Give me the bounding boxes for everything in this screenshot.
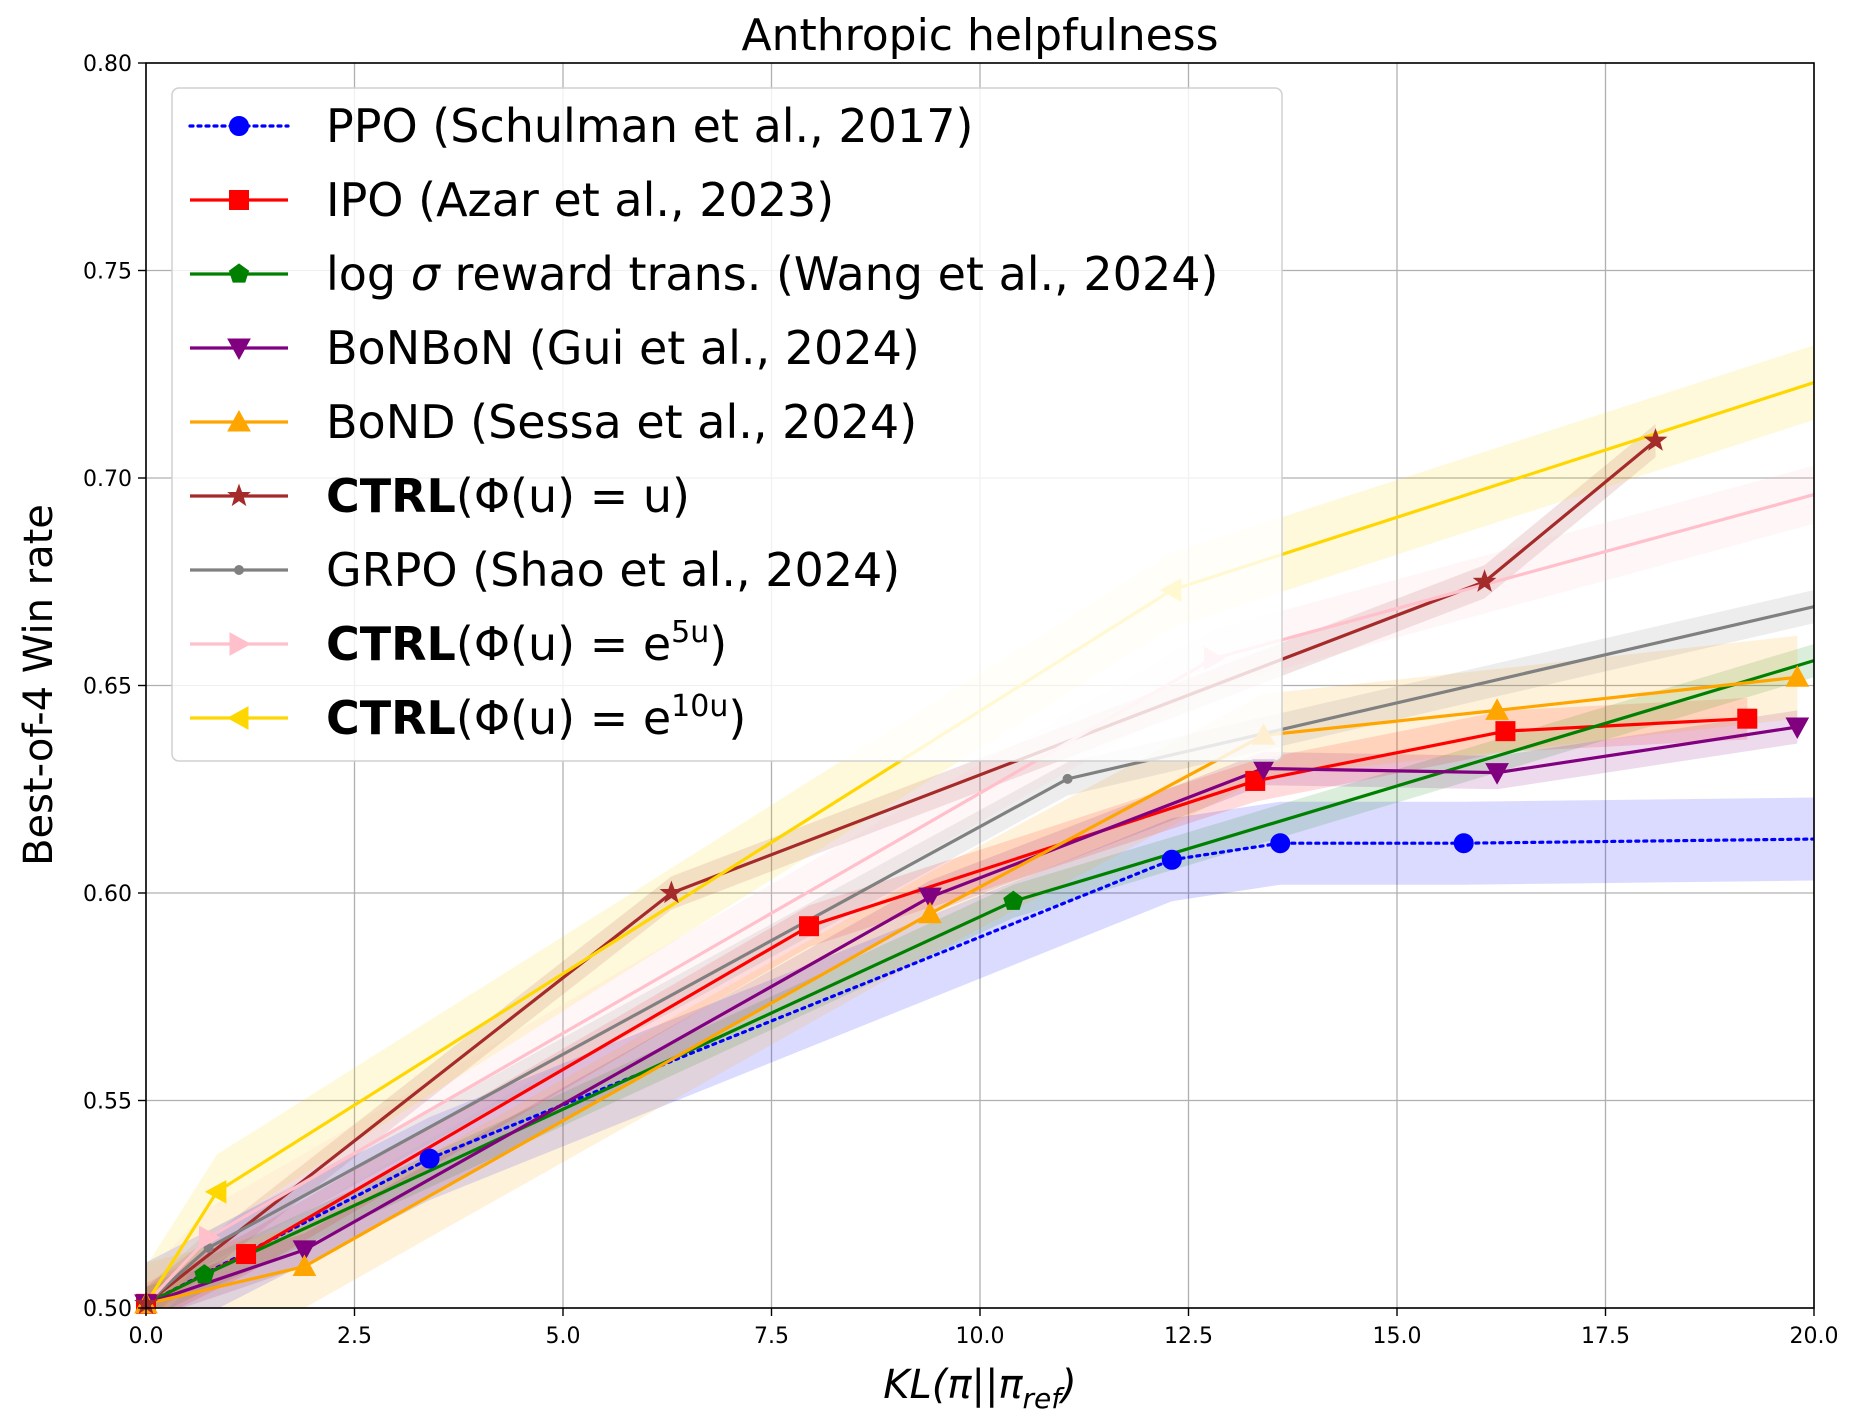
marker-bonbon-gui-et-al-2024 <box>1785 717 1810 740</box>
marker-bonbon-gui-et-al-2024 <box>918 887 942 910</box>
marker-grpo-shao-et-al-2024 <box>1062 773 1073 784</box>
marker-ipo-azar-et-al-2023 <box>1495 721 1516 742</box>
marker-bond-sessa-et-al-2024 <box>1785 665 1810 687</box>
legend-handle-marker <box>227 338 251 361</box>
legend-label-bonbon: BoNBoN (Gui et al., 2024) <box>326 321 920 375</box>
x-axis-label: KL(π||πref) <box>883 1362 1076 1415</box>
legend-label-ipo: IPO (Azar et al., 2023) <box>326 173 834 227</box>
marker-log-reward-trans-wang-et-al-2024 <box>1003 890 1024 910</box>
marker-bond-sessa-et-al-2024 <box>918 901 942 924</box>
x-axis-label-main: KL(π||π <box>883 1362 1023 1408</box>
line-ctrl-u-e-5u <box>146 493 1814 1305</box>
marker-ipo-azar-et-al-2023 <box>799 916 820 937</box>
x-tick-label: 12.5 <box>1164 1324 1213 1349</box>
marker-log-reward-trans-wang-et-al-2024 <box>194 1264 215 1284</box>
y-tick-label: 0.50 <box>83 1297 132 1322</box>
legend-handle-marker <box>226 706 249 730</box>
marker-ctrl-u-u <box>1643 428 1668 451</box>
marker-bond-sessa-et-al-2024 <box>1485 698 1509 720</box>
band-ppo-schulman-et-al-2017 <box>146 797 1814 1308</box>
line-bond-sessa-et-al-2024 <box>146 675 1798 1306</box>
series-lines <box>146 381 1814 1306</box>
legend-label-ctrl-e10u: CTRL(Φ(u) = e10u) <box>326 689 746 745</box>
x-axis-ticks: 0.0 2.5 5.0 7.5 10.0 12.5 15.0 17.5 20.0 <box>129 1308 1839 1349</box>
marker-ctrl-u-e-5u <box>199 1225 221 1250</box>
y-tick-label: 0.65 <box>83 675 132 700</box>
line-log-reward-trans-wang-et-al-2024 <box>146 659 1814 1306</box>
legend-label-grpo: GRPO (Shao et al., 2024) <box>326 543 900 597</box>
legend: PPO (Schulman et al., 2017) IPO (Azar et… <box>171 87 1283 762</box>
marker-ipo-azar-et-al-2023 <box>1737 708 1758 729</box>
x-axis-label-sub: ref <box>1023 1382 1066 1415</box>
line-ppo-schulman-et-al-2017 <box>146 837 1814 1306</box>
marker-ctrl-u-u <box>1472 569 1497 592</box>
y-tick-label: 0.75 <box>83 260 132 285</box>
y-axis-label: Best-of-4 Win rate <box>16 504 62 866</box>
marker-ppo-schulman-et-al-2017 <box>1270 833 1291 854</box>
y-tick-label: 0.70 <box>83 467 132 492</box>
legend-label-ctrl-u: CTRL(Φ(u) = u) <box>326 469 690 523</box>
legend-box <box>171 87 1283 762</box>
marker-ppo-schulman-et-al-2017 <box>1161 849 1182 870</box>
marker-ipo-azar-et-al-2023 <box>236 1244 257 1265</box>
band-ctrl-u-e-5u <box>146 465 1814 1308</box>
legend-label-ppo: PPO (Schulman et al., 2017) <box>326 99 973 153</box>
x-axis-label-close: ) <box>1058 1362 1077 1408</box>
x-tick-label: 5.0 <box>546 1324 581 1349</box>
line-bonbon-gui-et-al-2024 <box>146 725 1798 1306</box>
legend-label-bond: BoND (Sessa et al., 2024) <box>326 395 917 449</box>
band-bond-sessa-et-al-2024 <box>146 635 1798 1308</box>
marker-bonbon-gui-et-al-2024 <box>292 1240 317 1262</box>
line-grpo-shao-et-al-2024 <box>146 605 1814 1306</box>
band-ctrl-u-e-10u <box>146 345 1814 1308</box>
x-tick-label: 10.0 <box>956 1324 1005 1349</box>
marker-bonbon-gui-et-al-2024 <box>1485 763 1509 785</box>
y-axis-ticks: 0.50 0.55 0.60 0.65 0.70 0.75 0.80 <box>83 52 146 1322</box>
x-tick-label: 17.5 <box>1581 1324 1630 1349</box>
legend-handle-marker <box>234 565 244 575</box>
x-tick-label: 20.0 <box>1790 1324 1839 1349</box>
y-tick-label: 0.55 <box>83 1090 132 1115</box>
x-tick-label: 15.0 <box>1373 1324 1422 1349</box>
legend-handle-marker <box>229 190 249 210</box>
marker-ppo-schulman-et-al-2017 <box>419 1148 440 1169</box>
marker-ctrl-u-e-10u <box>204 1179 227 1204</box>
legend-label-ctrl-e5u: CTRL(Φ(u) = e5u) <box>326 615 727 671</box>
marker-ctrl-u-u <box>659 880 684 904</box>
chart-title: Anthropic helpfulness <box>741 10 1218 61</box>
legend-handle-marker <box>229 116 249 136</box>
legend-label-logsigma: log σ reward trans. (Wang et al., 2024) <box>326 247 1218 301</box>
line-ctrl-u-e-10u <box>146 381 1814 1305</box>
marker-ipo-azar-et-al-2023 <box>1245 770 1266 791</box>
marker-bond-sessa-et-al-2024 <box>292 1254 317 1276</box>
y-tick-label: 0.60 <box>83 882 132 907</box>
x-tick-label: 2.5 <box>337 1324 372 1349</box>
y-tick-label: 0.80 <box>83 52 132 77</box>
marker-ppo-schulman-et-al-2017 <box>1453 833 1474 854</box>
x-tick-label: 0.0 <box>129 1324 164 1349</box>
legend-handle-marker <box>228 263 250 283</box>
legend-handle-marker <box>229 632 252 656</box>
legend-handle-marker <box>227 483 251 507</box>
legend-handle-marker <box>227 409 251 432</box>
x-tick-label: 7.5 <box>754 1324 789 1349</box>
